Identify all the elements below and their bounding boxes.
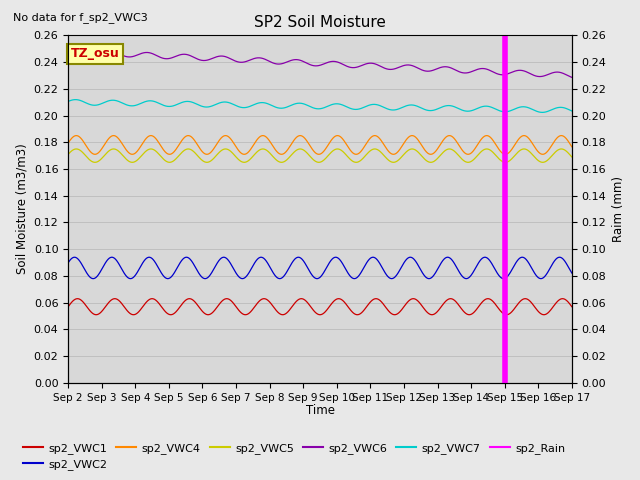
- Text: No data for f_sp2_VWC3: No data for f_sp2_VWC3: [13, 12, 148, 23]
- Text: TZ_osu: TZ_osu: [70, 48, 120, 60]
- Y-axis label: Raim (mm): Raim (mm): [612, 176, 625, 242]
- Y-axis label: Soil Moisture (m3/m3): Soil Moisture (m3/m3): [15, 144, 28, 275]
- Legend: sp2_VWC1, sp2_VWC2, sp2_VWC4, sp2_VWC5, sp2_VWC6, sp2_VWC7, sp2_Rain: sp2_VWC1, sp2_VWC2, sp2_VWC4, sp2_VWC5, …: [19, 438, 570, 474]
- Title: SP2 Soil Moisture: SP2 Soil Moisture: [254, 15, 386, 30]
- X-axis label: Time: Time: [305, 404, 335, 417]
